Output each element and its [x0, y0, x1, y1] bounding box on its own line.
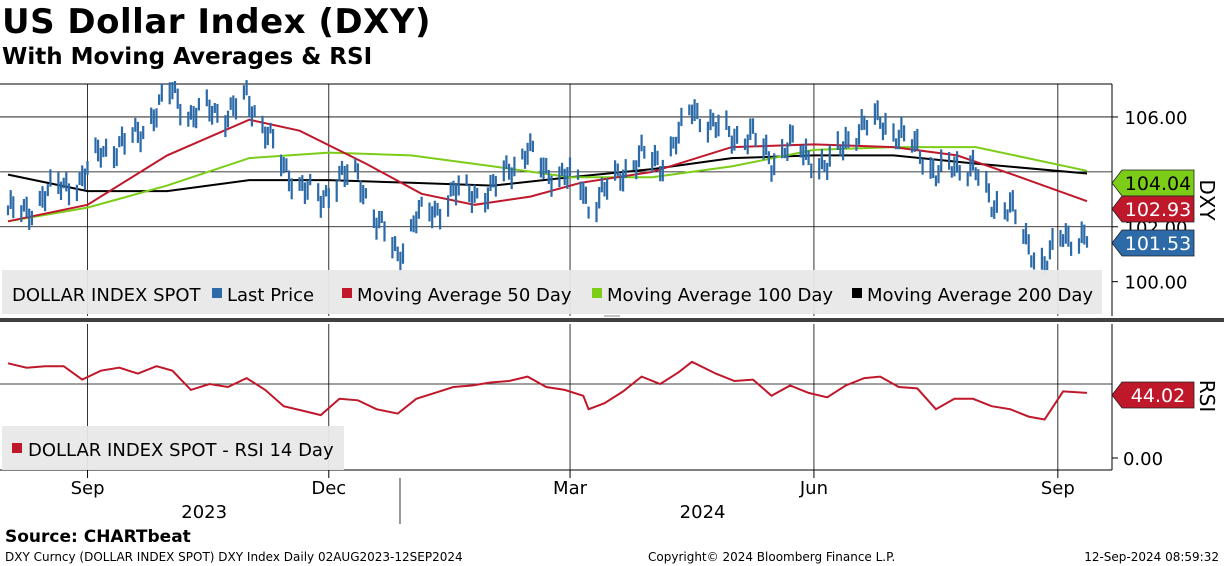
price-y-axis-label: DXY [1195, 179, 1219, 221]
rsi-value-tag-label: 44.02 [1131, 385, 1185, 407]
chart-title: US Dollar Index (DXY) [2, 2, 432, 42]
x-tick-label: Mar [553, 478, 588, 499]
x-tick-label: Jun [799, 478, 828, 499]
ma200-line [7, 154, 1088, 193]
rsi-y-tick-label: 0.00 [1123, 449, 1163, 470]
x-tick-label: Sep [71, 478, 105, 499]
value-tag-0 [1111, 169, 1195, 197]
legend-entry-2: Moving Average 100 Day [607, 285, 833, 306]
legend-entry-0: Last Price [227, 285, 314, 306]
legend-title: DOLLAR INDEX SPOT [12, 285, 202, 306]
year-label: 2023 [181, 502, 227, 523]
price-y-tick-label: 100.00 [1125, 273, 1188, 294]
value-tag-label-0: 104.04 [1125, 173, 1191, 195]
x-tick-label: Sep [1041, 478, 1075, 499]
ma50-line [7, 118, 1088, 223]
value-tag-label-2: 101.53 [1125, 233, 1191, 255]
rsi-legend-box [2, 426, 344, 470]
value-tag-1 [1111, 195, 1195, 223]
rsi-value-tag [1111, 381, 1195, 409]
rsi-line [7, 360, 1088, 421]
rsi-y-axis-label: RSI [1195, 380, 1219, 413]
chart-subtitle: With Moving Averages & RSI [2, 44, 373, 70]
x-tick-label: Dec [311, 478, 346, 499]
source-note: Source: CHARTbeat [5, 527, 191, 547]
footer-copyright: Copyright© 2024 Bloomberg Finance L.P. [648, 550, 896, 564]
panel-divider[interactable] [0, 318, 1224, 322]
legend-entry-1: Moving Average 50 Day [357, 285, 572, 306]
legend-swatch-1 [342, 288, 352, 298]
rsi-legend-swatch [12, 443, 22, 453]
year-label: 2024 [680, 502, 726, 523]
footer-ticker-info: DXY Curncy (DOLLAR INDEX SPOT) DXY Index… [5, 550, 463, 564]
rsi-legend-entry: DOLLAR INDEX SPOT - RSI 14 Day [28, 440, 334, 461]
legend-swatch-2 [592, 288, 602, 298]
legend-swatch-0 [212, 288, 222, 298]
footer-timestamp: 12-Sep-2024 08:59:32 [1084, 550, 1219, 564]
price-y-tick-label: 106.00 [1125, 108, 1188, 129]
legend-entry-3: Moving Average 200 Day [867, 285, 1093, 306]
legend-swatch-3 [852, 288, 862, 298]
value-tag-2 [1111, 229, 1195, 257]
value-tag-label-1: 102.93 [1125, 199, 1191, 221]
price-legend-box [2, 270, 1102, 314]
last-price-series [6, 80, 1089, 275]
